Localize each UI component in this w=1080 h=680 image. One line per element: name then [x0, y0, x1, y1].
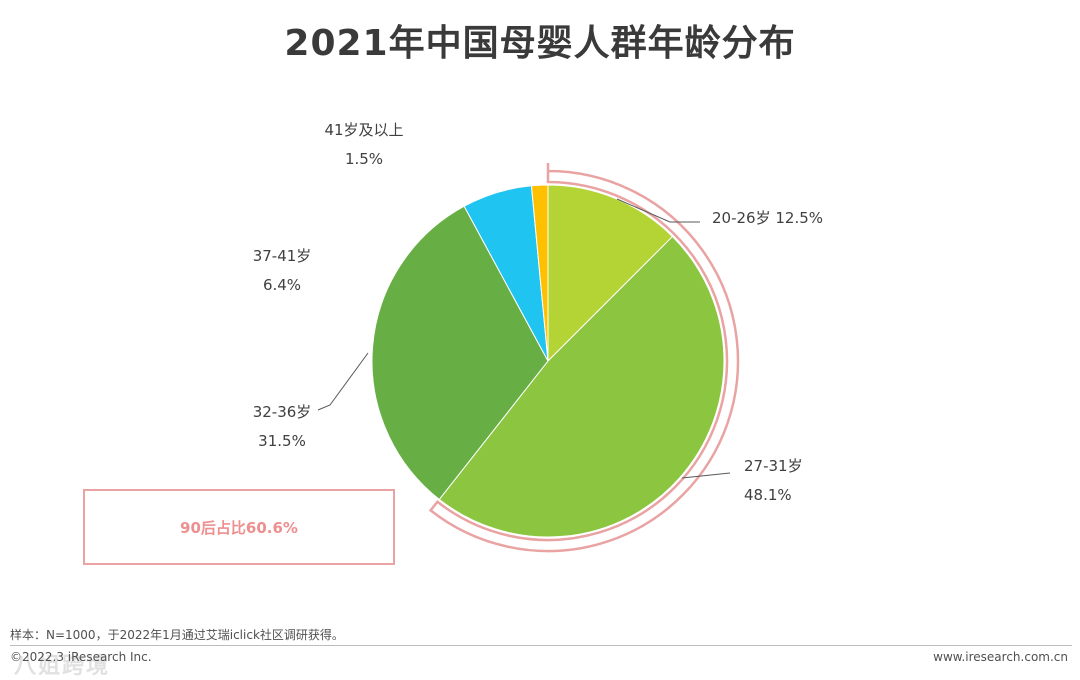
- slice-label-0: 20-26岁 12.5%: [712, 209, 823, 227]
- pie-slices: [371, 184, 725, 538]
- highlight-arc-group: [428, 163, 740, 553]
- chart-title: 2021年中国母婴人群年龄分布: [284, 23, 796, 64]
- footer-divider: [10, 645, 1072, 646]
- annotation-text: 90后占比60.6%: [180, 518, 298, 537]
- leader-line-1: [681, 472, 731, 479]
- pie-slice-0: [547, 184, 674, 363]
- slice-value-4: 1.5%: [345, 150, 383, 168]
- annotation-box: 90后占比60.6%: [83, 489, 395, 565]
- copyright-text: ©2022.3 iResearch Inc.: [10, 650, 152, 664]
- leader-line-2: [317, 352, 369, 411]
- slice-labels: 20-26岁 12.5% 27-31岁 48.1% 32-36岁 31.5% 37-41岁…: [253, 121, 823, 504]
- pie-slice-4: [530, 184, 549, 362]
- slice-label-2: 32-36岁: [253, 403, 312, 421]
- sample-note: 样本：N=1000，于2022年1月通过艾瑞iclick社区调研获得。: [10, 628, 344, 642]
- highlight-arc: [428, 163, 740, 553]
- watermark: 八姐跨境: [14, 654, 111, 679]
- slice-label-1: 27-31岁: [744, 457, 803, 475]
- website-url: www.iresearch.com.cn: [933, 650, 1068, 664]
- pie-chart: 20-26岁 12.5% 27-31岁 48.1% 32-36岁 31.5% 37-41岁…: [253, 121, 823, 553]
- slice-value-3: 6.4%: [263, 276, 301, 294]
- slice-value-2: 31.5%: [258, 432, 306, 450]
- pie-slice-1: [438, 235, 725, 538]
- pie-slice-2: [371, 205, 549, 501]
- slice-label-3: 37-41岁: [253, 247, 312, 265]
- leader-line-0: [616, 198, 700, 223]
- slice-label-4: 41岁及以上: [324, 121, 403, 139]
- leader-lines: [317, 198, 731, 479]
- slice-value-1: 48.1%: [744, 486, 792, 504]
